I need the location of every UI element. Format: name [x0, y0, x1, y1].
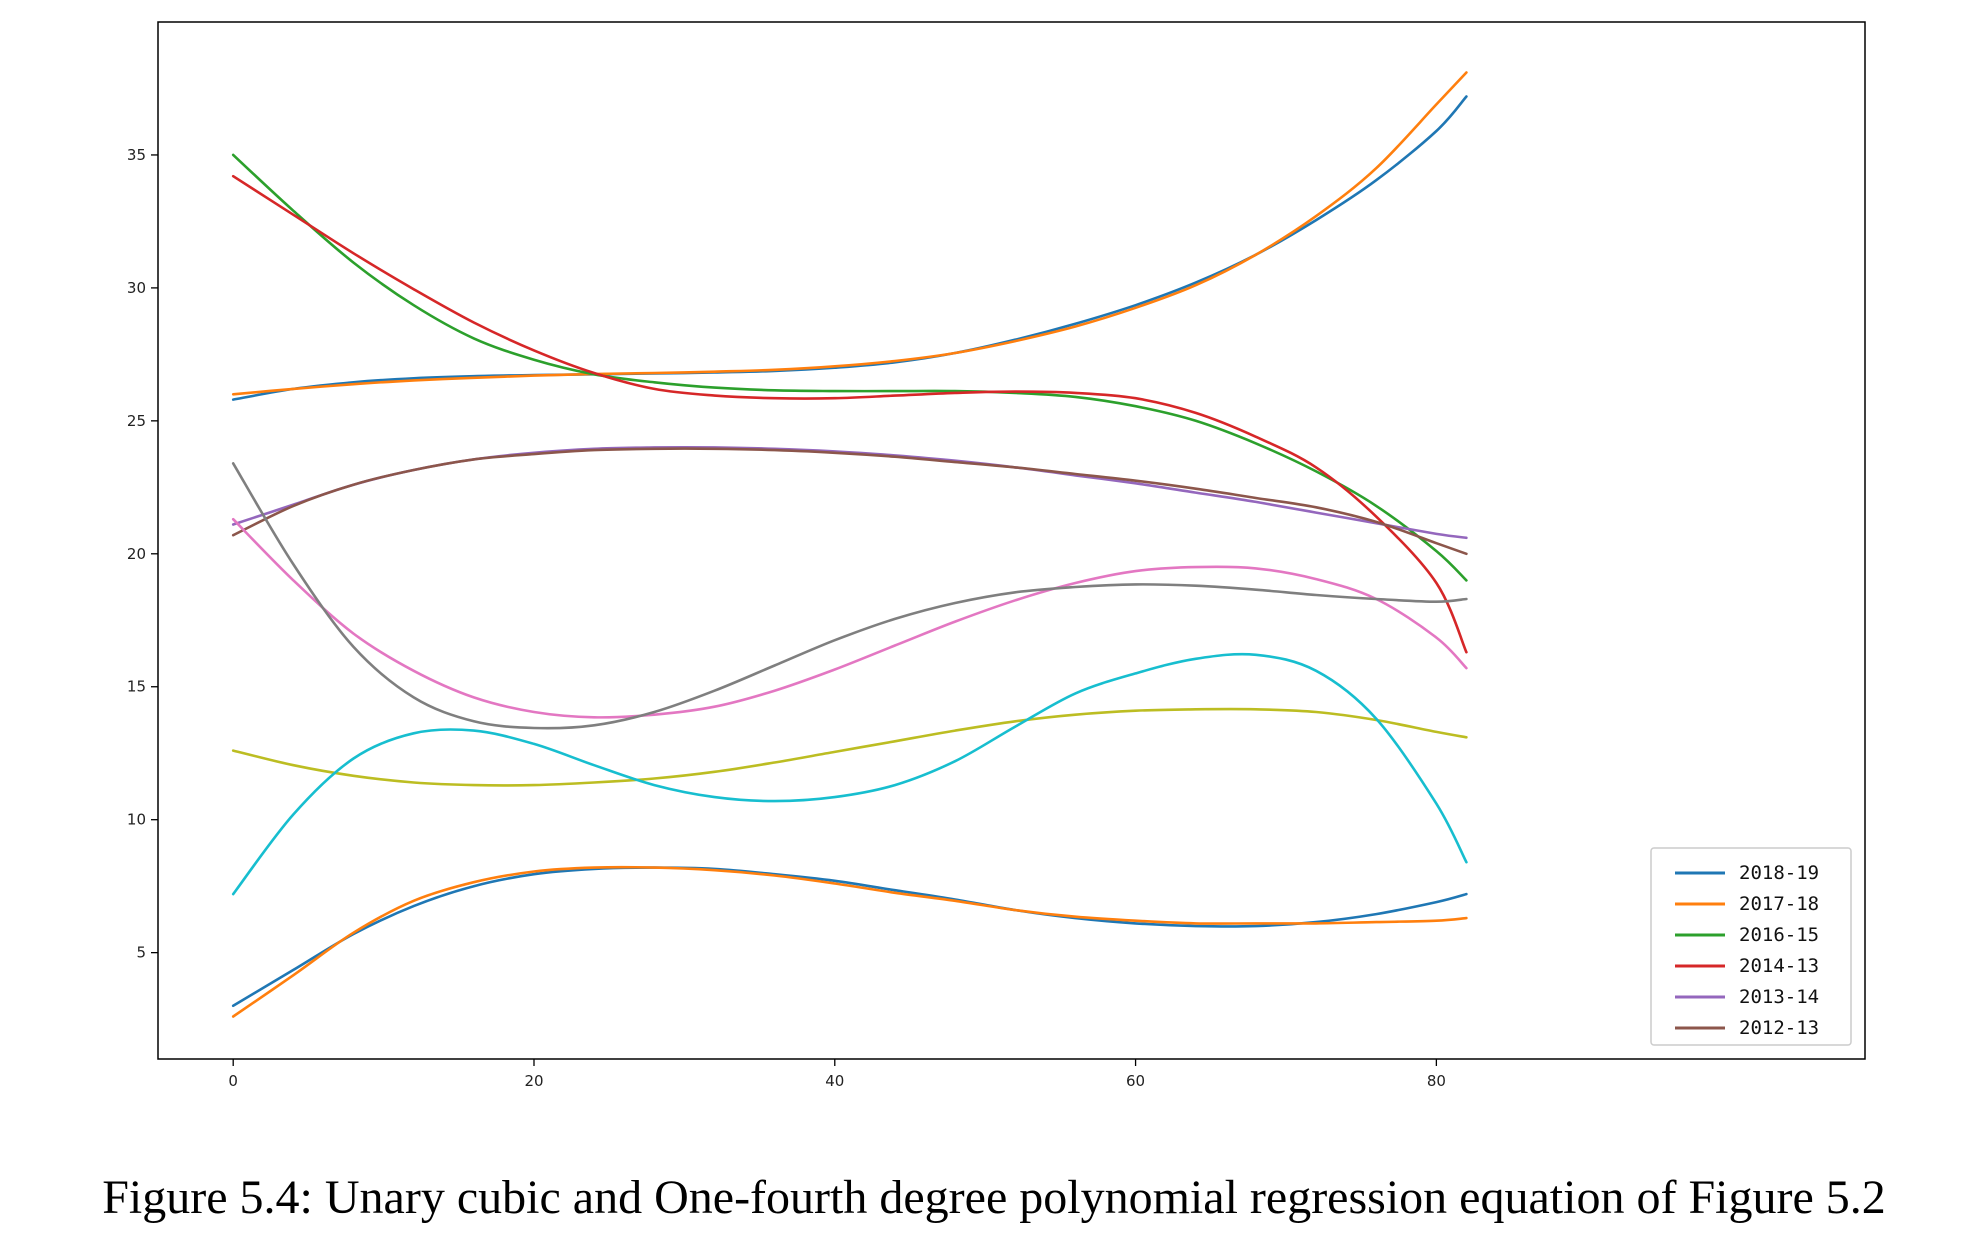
x-tick-label: 60: [1126, 1072, 1145, 1090]
legend-label: 2016-15: [1739, 924, 1819, 946]
x-tick-label: 0: [228, 1072, 238, 1090]
series-line-2: [231, 71, 1468, 396]
x-axis: 0 20 40 60 80: [228, 1059, 1446, 1090]
series-line-6: [231, 447, 1468, 556]
x-tick-label: 80: [1427, 1072, 1446, 1090]
y-tick-label: 20: [127, 545, 146, 563]
x-tick-label: 40: [825, 1072, 844, 1090]
series-line-10: [231, 652, 1468, 896]
series-layer: [231, 71, 1468, 1018]
series-line-5: [231, 445, 1468, 540]
legend-label: 2014-13: [1739, 955, 1819, 977]
y-tick-label: 25: [127, 412, 146, 430]
y-tick-label: 5: [136, 944, 146, 962]
y-tick-label: 15: [127, 678, 146, 696]
series-line-9: [231, 707, 1468, 787]
series-line-12: [231, 865, 1468, 1018]
y-tick-label: 10: [127, 811, 146, 829]
series-line-8: [231, 462, 1468, 730]
y-axis: 5 10 15 20 25 30 35: [127, 146, 158, 962]
legend-label: 2013-14: [1739, 986, 1819, 1008]
plot-frame: [157, 21, 1866, 1060]
y-tick-label: 30: [127, 279, 146, 297]
series-line-4: [231, 174, 1468, 654]
series-line-11: [231, 866, 1468, 1008]
legend-label: 2017-18: [1739, 893, 1819, 915]
x-tick-label: 20: [524, 1072, 543, 1090]
series-line-1: [231, 95, 1468, 401]
legend: 2018-19 2017-18 2016-15 2014-13 2013-14 2012-…: [1650, 847, 1852, 1046]
legend-label: 2018-19: [1739, 862, 1819, 884]
figure-caption: Figure 5.4: Unary cubic and One-fourth d…: [102, 1171, 1886, 1224]
series-line-3: [231, 153, 1468, 582]
legend-label: 2012-13: [1739, 1017, 1819, 1039]
series-line-7: [231, 517, 1468, 719]
y-tick-label: 35: [127, 146, 146, 164]
